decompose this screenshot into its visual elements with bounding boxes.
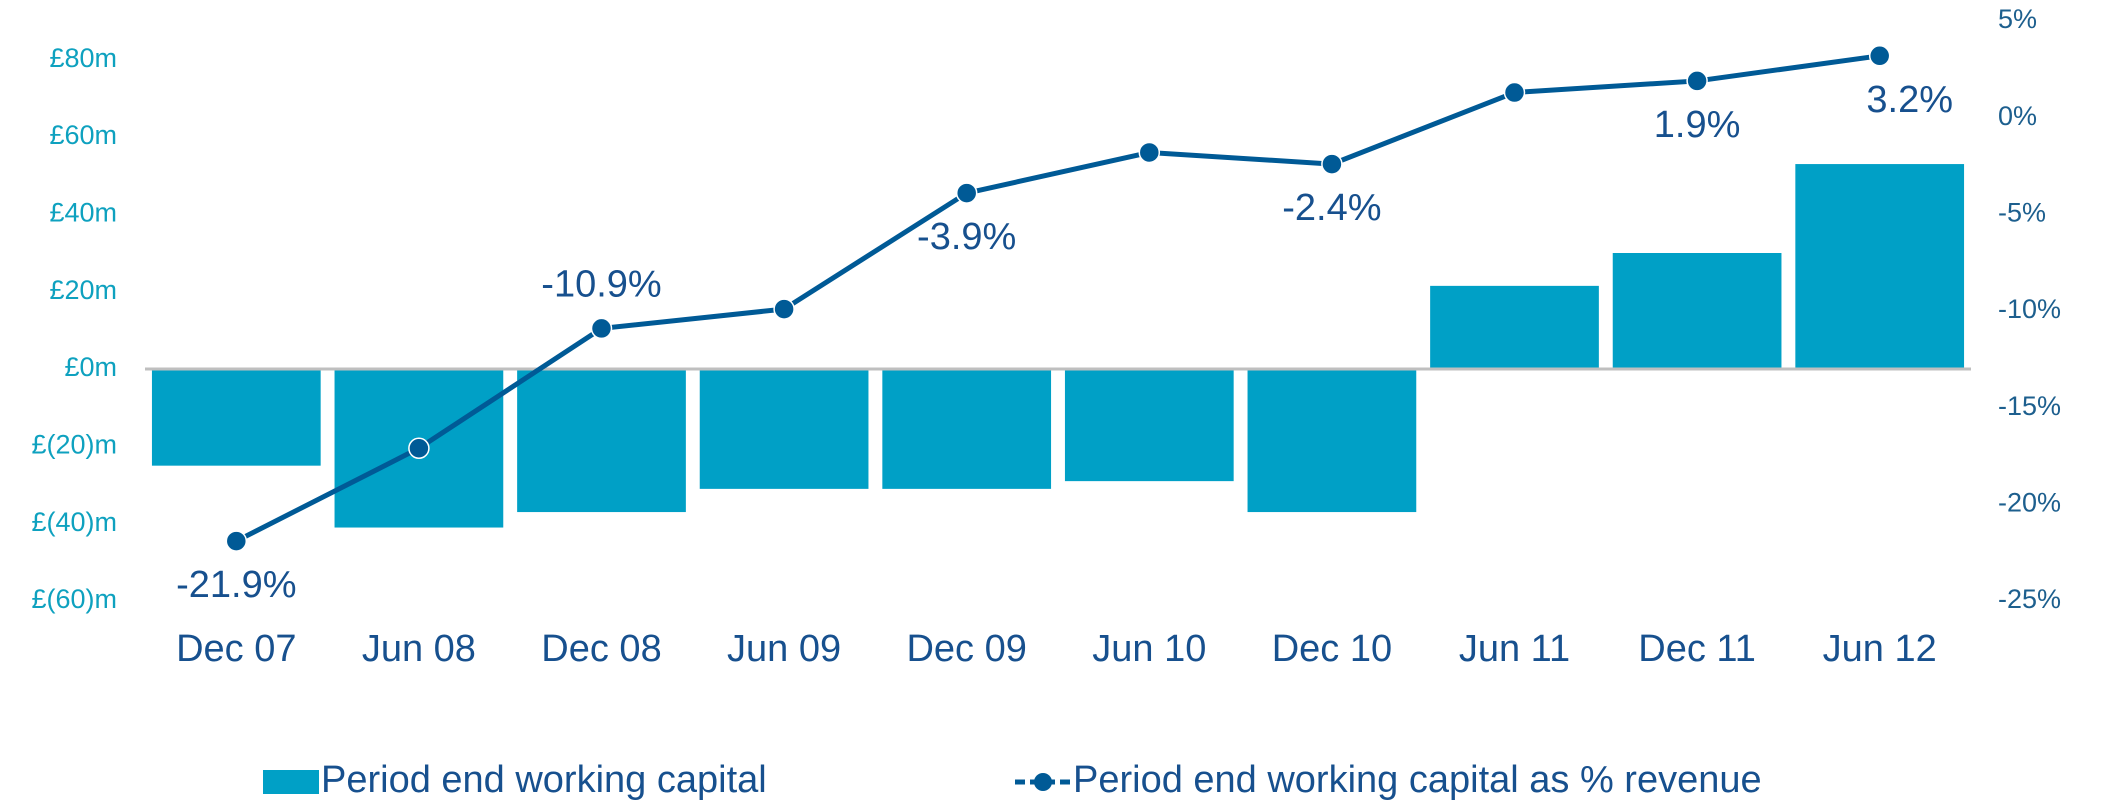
- bar: [151, 369, 321, 466]
- data-label: -10.9%: [541, 263, 661, 305]
- legend-swatch: [1034, 773, 1052, 791]
- legend-label: Period end working capital: [321, 759, 767, 801]
- line-marker: [1321, 153, 1343, 175]
- bar: [1795, 164, 1965, 369]
- y-tick-label: £0m: [64, 352, 117, 382]
- y-tick-label: £20m: [49, 275, 117, 305]
- y-tick-label: £60m: [49, 120, 117, 150]
- bar: [1064, 369, 1234, 482]
- bar: [1612, 253, 1782, 369]
- y2-tick-label: -15%: [1998, 391, 2061, 421]
- data-label: 1.9%: [1654, 104, 1741, 146]
- y2-tick-label: -20%: [1998, 487, 2061, 517]
- x-tick-label: Jun 08: [362, 628, 476, 670]
- line-marker: [955, 182, 978, 204]
- y-tick-label: £(40)m: [31, 507, 117, 537]
- bar: [882, 369, 1052, 489]
- y-tick-label: £(60)m: [31, 584, 117, 614]
- y2-tick-label: 5%: [1998, 4, 2037, 34]
- y-tick-label: £(20)m: [31, 429, 117, 459]
- x-tick-label: Dec 11: [1638, 628, 1756, 670]
- bar: [699, 369, 869, 489]
- bar: [1430, 285, 1599, 369]
- x-tick-label: Dec 09: [906, 628, 1026, 670]
- line-marker: [225, 530, 248, 552]
- x-tick-label: Jun 10: [1092, 628, 1206, 670]
- bar: [1247, 369, 1417, 513]
- line-marker: [773, 298, 795, 320]
- x-tick-label: Dec 07: [176, 628, 296, 670]
- y2-tick-label: -5%: [1998, 197, 2046, 227]
- line-marker: [590, 317, 613, 340]
- x-tick-label: Jun 11: [1459, 628, 1570, 670]
- y2-tick-label: -25%: [1998, 584, 2061, 614]
- data-label: 3.2%: [1866, 79, 1953, 121]
- line-marker: [1503, 81, 1526, 104]
- bar: [517, 369, 686, 513]
- x-tick-label: Dec 08: [541, 628, 661, 670]
- x-tick-label: Jun 12: [1823, 628, 1937, 670]
- line-marker: [1868, 45, 1891, 67]
- y2-tick-label: 0%: [1998, 101, 2037, 131]
- y-tick-label: £80m: [49, 43, 117, 73]
- legend-label: Period end working capital as % revenue: [1073, 759, 1762, 801]
- line-marker: [1686, 70, 1708, 92]
- data-label: -2.4%: [1282, 187, 1381, 229]
- y-tick-label: £40m: [49, 197, 117, 227]
- data-label: -3.9%: [917, 216, 1016, 258]
- data-label: -21.9%: [176, 564, 296, 606]
- x-tick-label: Jun 09: [727, 628, 841, 670]
- x-tick-label: Dec 10: [1272, 628, 1392, 670]
- line-marker: [408, 437, 430, 460]
- line-marker: [1138, 141, 1161, 164]
- legend-swatch: [263, 770, 319, 794]
- y2-tick-label: -10%: [1998, 294, 2061, 324]
- line: [235, 53, 1881, 544]
